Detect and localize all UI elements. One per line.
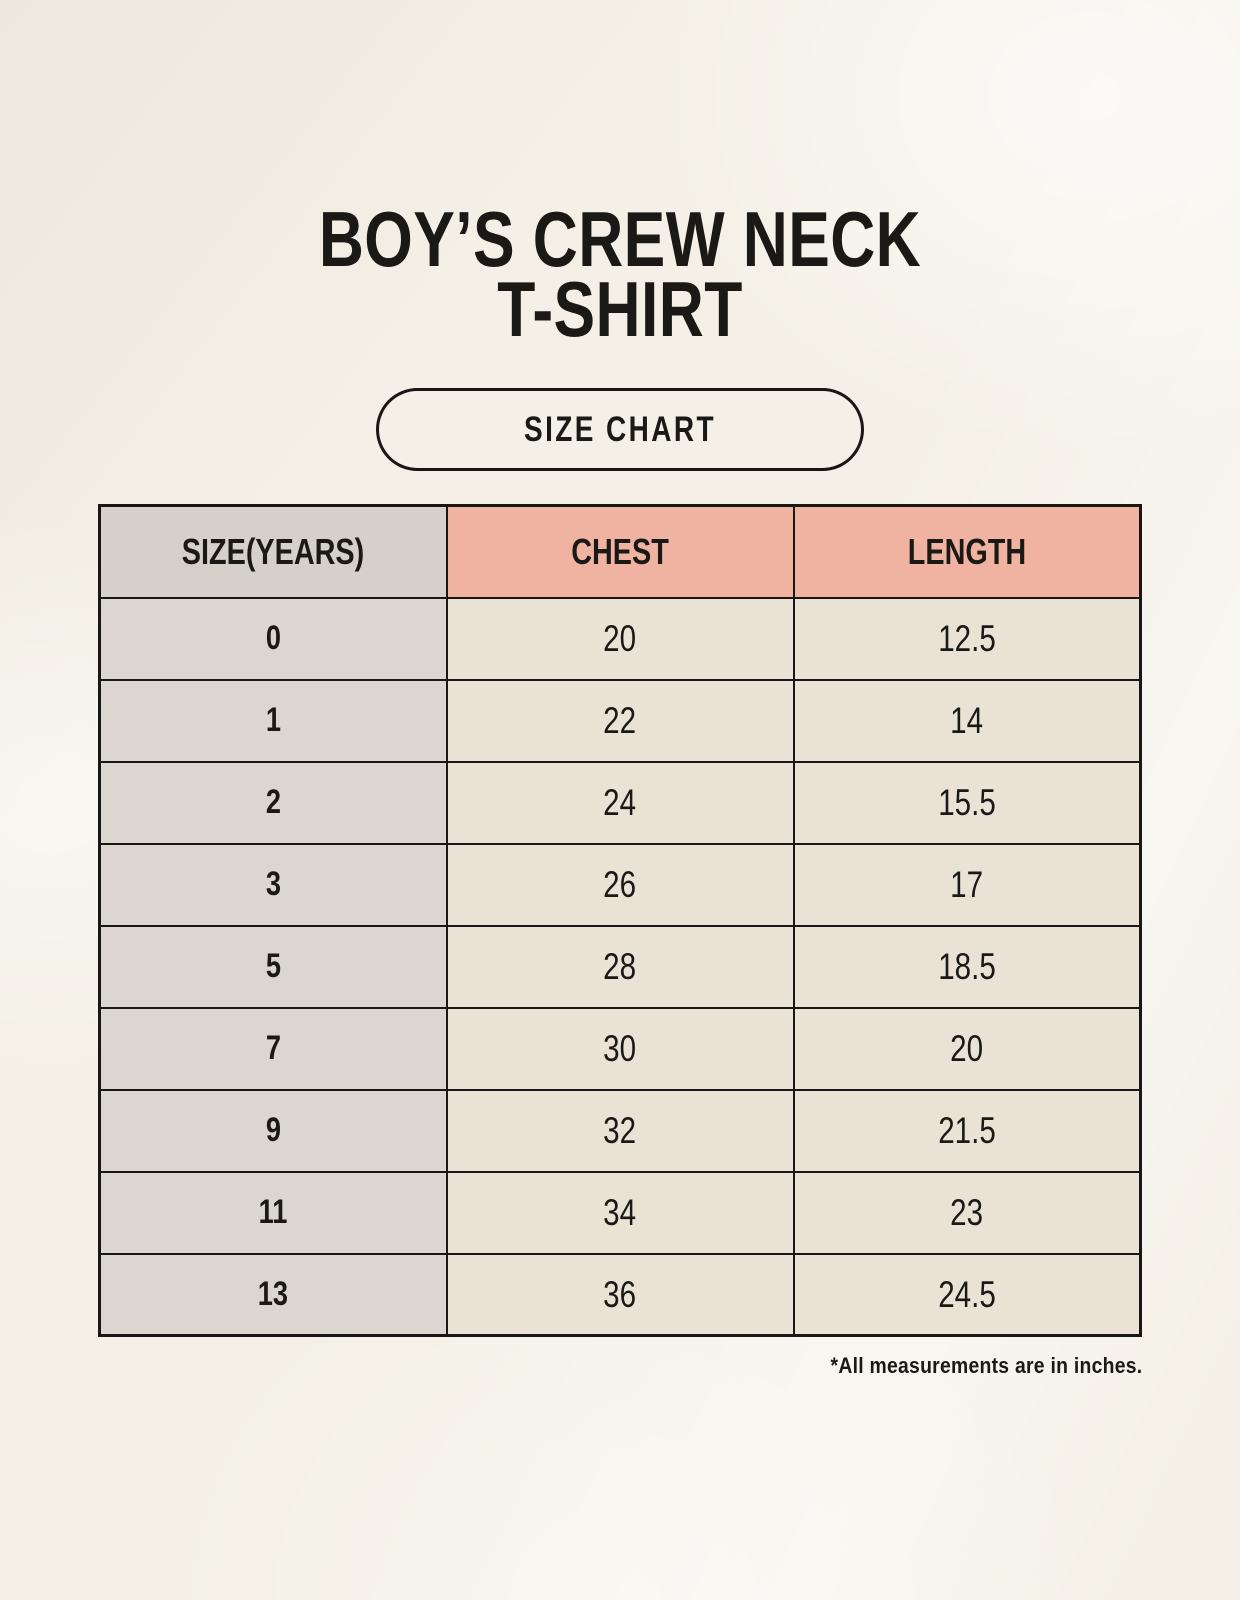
size-cell: 3 <box>98 842 448 927</box>
page-title: BOY’S CREW NECK T-SHIRT <box>0 0 1240 354</box>
size-cell: 0 <box>98 596 448 681</box>
column-header-length: LENGTH <box>792 504 1142 599</box>
column-header-size-years: SIZE(YEARS) <box>98 504 448 599</box>
size-cell: 1 <box>98 678 448 763</box>
size-chart-badge: SIZE CHART <box>376 388 864 472</box>
length-cell: 17 <box>792 842 1142 927</box>
chest-cell: 24 <box>445 760 795 845</box>
measurements-footnote-text: *All measurements are in inches. <box>830 1353 1142 1379</box>
size-chart-badge-label: SIZE CHART <box>524 409 716 449</box>
length-cell: 24.5 <box>792 1252 1142 1337</box>
length-cell: 21.5 <box>792 1088 1142 1173</box>
chest-cell: 36 <box>445 1252 795 1337</box>
length-cell: 20 <box>792 1006 1142 1091</box>
column-header-chest: CHEST <box>445 504 795 599</box>
size-cell: 2 <box>98 760 448 845</box>
table-row: 2 24 15.5 <box>98 760 1142 845</box>
table-row: 7 30 20 <box>98 1006 1142 1091</box>
table-row: 5 28 18.5 <box>98 924 1142 1009</box>
chest-cell: 22 <box>445 678 795 763</box>
page-title-line-2: T-SHIRT <box>497 265 743 354</box>
size-chart-table: SIZE(YEARS) CHEST LENGTH 0 20 12.5 1 22 … <box>98 504 1142 1338</box>
measurements-footnote: *All measurements are in inches. <box>98 1353 1142 1379</box>
table-row: 0 20 12.5 <box>98 596 1142 681</box>
size-cell: 7 <box>98 1006 448 1091</box>
table-header-row: SIZE(YEARS) CHEST LENGTH <box>98 504 1142 599</box>
chest-cell: 34 <box>445 1170 795 1255</box>
length-cell: 15.5 <box>792 760 1142 845</box>
size-cell: 13 <box>98 1252 448 1337</box>
length-cell: 12.5 <box>792 596 1142 681</box>
table-row: 1 22 14 <box>98 678 1142 763</box>
table-row: 9 32 21.5 <box>98 1088 1142 1173</box>
size-cell: 5 <box>98 924 448 1009</box>
chest-cell: 20 <box>445 596 795 681</box>
chest-cell: 28 <box>445 924 795 1009</box>
chest-cell: 26 <box>445 842 795 927</box>
length-cell: 23 <box>792 1170 1142 1255</box>
table-row: 13 36 24.5 <box>98 1252 1142 1337</box>
length-cell: 14 <box>792 678 1142 763</box>
size-cell: 9 <box>98 1088 448 1173</box>
table-row: 3 26 17 <box>98 842 1142 927</box>
size-cell: 11 <box>98 1170 448 1255</box>
chest-cell: 32 <box>445 1088 795 1173</box>
chest-cell: 30 <box>445 1006 795 1091</box>
length-cell: 18.5 <box>792 924 1142 1009</box>
page-title-line-1: BOY’S CREW NECK <box>318 195 922 283</box>
table-row: 11 34 23 <box>98 1170 1142 1255</box>
